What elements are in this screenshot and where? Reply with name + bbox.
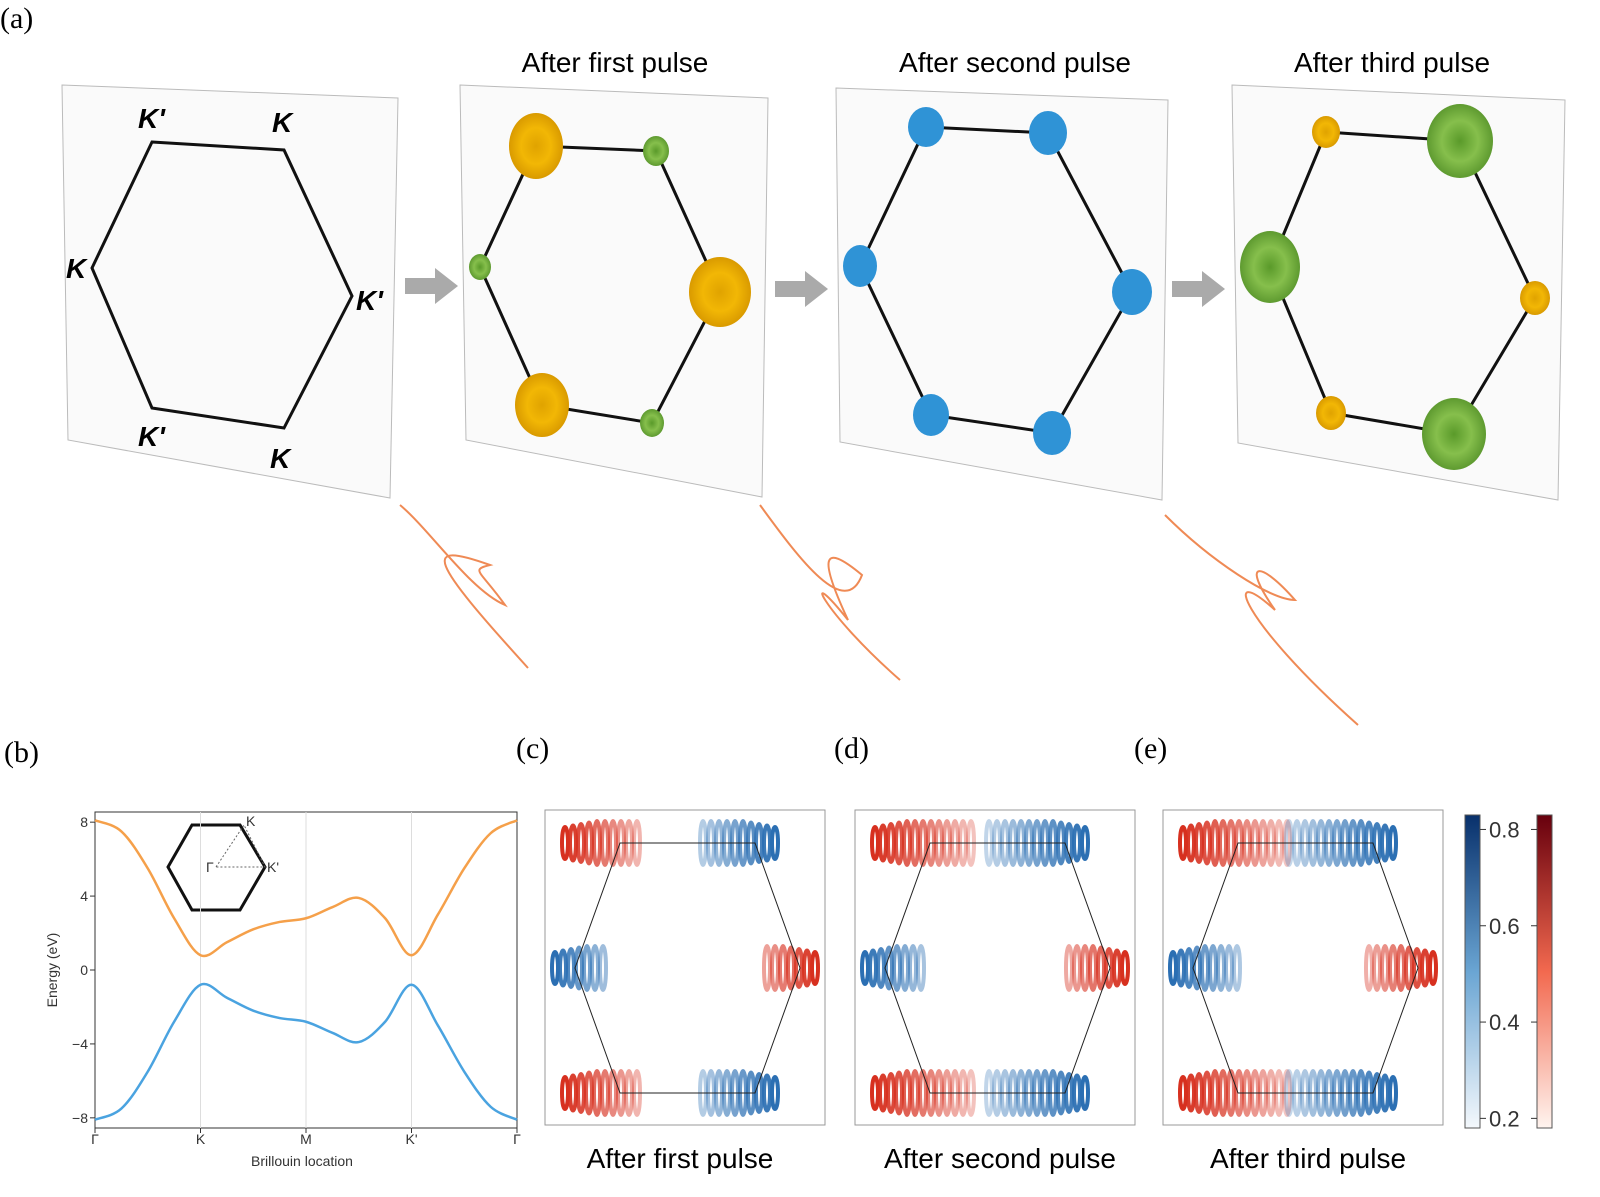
y-tick-label: 4 — [80, 888, 88, 904]
vertex-label: K' — [138, 103, 166, 134]
x-tick-label: M — [300, 1131, 312, 1147]
y-axis-label: Energy (eV) — [44, 933, 60, 1008]
valley-stripe — [916, 944, 926, 992]
colorbar — [1464, 814, 1481, 1129]
panel-title: After second pulse — [899, 47, 1131, 78]
x-tick-label: K' — [405, 1131, 417, 1147]
valley-stripe — [1216, 944, 1226, 992]
vertex-label: K' — [138, 421, 166, 452]
y-tick-label: 0 — [80, 962, 88, 978]
vertex-label: K — [66, 253, 88, 284]
x-tick-label: Γ — [91, 1131, 99, 1147]
caption: After first pulse — [587, 1143, 774, 1174]
valley-stripe — [1364, 944, 1374, 992]
panel-label: (c) — [516, 732, 549, 765]
inset-label: K — [246, 813, 256, 829]
vertex-label: K — [272, 107, 294, 138]
valley-stripe — [1072, 944, 1082, 992]
y-tick-label: −4 — [72, 1036, 88, 1052]
caption: After second pulse — [884, 1143, 1116, 1174]
y-tick-label: 8 — [80, 814, 88, 830]
x-tick-label: Γ — [513, 1131, 521, 1147]
y-tick-label: −8 — [72, 1110, 88, 1126]
valley-stripe — [1064, 944, 1074, 992]
panel-label: (a) — [0, 2, 33, 35]
colorbar-tick-label: 0.4 — [1489, 1010, 1520, 1035]
caption: After third pulse — [1210, 1143, 1406, 1174]
valley-stripe — [908, 944, 918, 992]
hexagon — [884, 842, 1111, 1094]
panel-label: (e) — [1134, 732, 1167, 765]
inset-label: K' — [267, 859, 279, 875]
panel-title: After first pulse — [522, 47, 709, 78]
panel-label: (d) — [834, 732, 869, 765]
x-axis-label: Brillouin location — [251, 1153, 353, 1169]
inset-label: Γ — [206, 859, 214, 875]
colorbar-tick-label: 0.2 — [1489, 1106, 1520, 1131]
hexagon — [574, 842, 801, 1094]
plane — [835, 87, 1169, 501]
panel-title: After third pulse — [1294, 47, 1490, 78]
hexagon — [90, 140, 354, 430]
valley-stripe — [1372, 944, 1382, 992]
panel-a: (a) After first pulse After second pulse… — [0, 2, 1566, 726]
colorbar-tick-label: 0.8 — [1489, 817, 1520, 842]
valley-stripe — [598, 944, 608, 992]
colorbar — [1536, 814, 1553, 1129]
x-tick-label: K — [196, 1131, 206, 1147]
vertex-label: K' — [356, 285, 384, 316]
arrows — [405, 268, 1225, 307]
valley-stripe — [770, 944, 780, 992]
hexagon — [1192, 842, 1419, 1094]
valley-stripe — [1380, 944, 1390, 992]
valley-stripe — [762, 944, 772, 992]
valley-stripe — [1224, 944, 1234, 992]
band-chart: K Γ K' Brillouin location Energy (eV) Γ K… — [44, 811, 521, 1169]
valley-maps: After first pulse After second pulse Aft… — [544, 809, 1553, 1174]
valley-stripe — [590, 944, 600, 992]
inset-path — [215, 824, 266, 868]
valley-stripe — [1232, 944, 1242, 992]
band-line — [94, 982, 518, 1121]
band-line — [94, 819, 518, 958]
valley-dots — [469, 104, 1550, 470]
vertex-label: K — [270, 443, 292, 474]
colorbar-tick-label: 0.6 — [1489, 914, 1520, 939]
laser-pulses — [399, 504, 1359, 726]
inset-hexagon — [166, 823, 267, 912]
panel-label: (b) — [4, 736, 39, 769]
